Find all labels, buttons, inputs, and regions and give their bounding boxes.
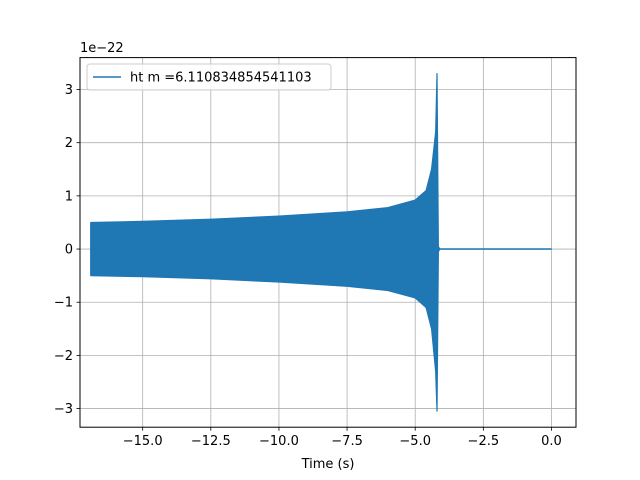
x-tick-label: −15.0 [123, 434, 163, 449]
y-tick-label: 3 [65, 83, 73, 98]
y-tick-label: −2 [54, 349, 73, 364]
y-tick-label: −3 [54, 402, 73, 417]
x-tick-label: 0.0 [541, 434, 562, 449]
x-axis: −15.0 −12.5 −10.0 −7.5 −5.0 −2.5 0.0 [123, 427, 562, 449]
y-axis: −3 −2 −1 0 1 2 3 [54, 83, 80, 417]
x-axis-label: Time (s) [301, 457, 355, 472]
y-tick-label: 0 [65, 243, 73, 258]
x-tick-label: −10.0 [259, 434, 299, 449]
legend-series-label: ht m =6.110834854541103 [130, 71, 312, 86]
legend: ht m =6.110834854541103 [86, 63, 332, 91]
x-tick-label: −12.5 [191, 434, 231, 449]
y-tick-label: 2 [65, 136, 73, 151]
x-tick-label: −7.5 [331, 434, 363, 449]
y-offset-label: 1e−22 [80, 41, 124, 56]
plot-frame [79, 57, 577, 428]
x-tick-label: −5.0 [399, 434, 431, 449]
legend-box [86, 63, 332, 91]
y-tick-label: −1 [54, 296, 73, 311]
x-tick-label: −2.5 [468, 434, 500, 449]
y-tick-label: 1 [65, 189, 73, 204]
plot-content [90, 72, 553, 412]
